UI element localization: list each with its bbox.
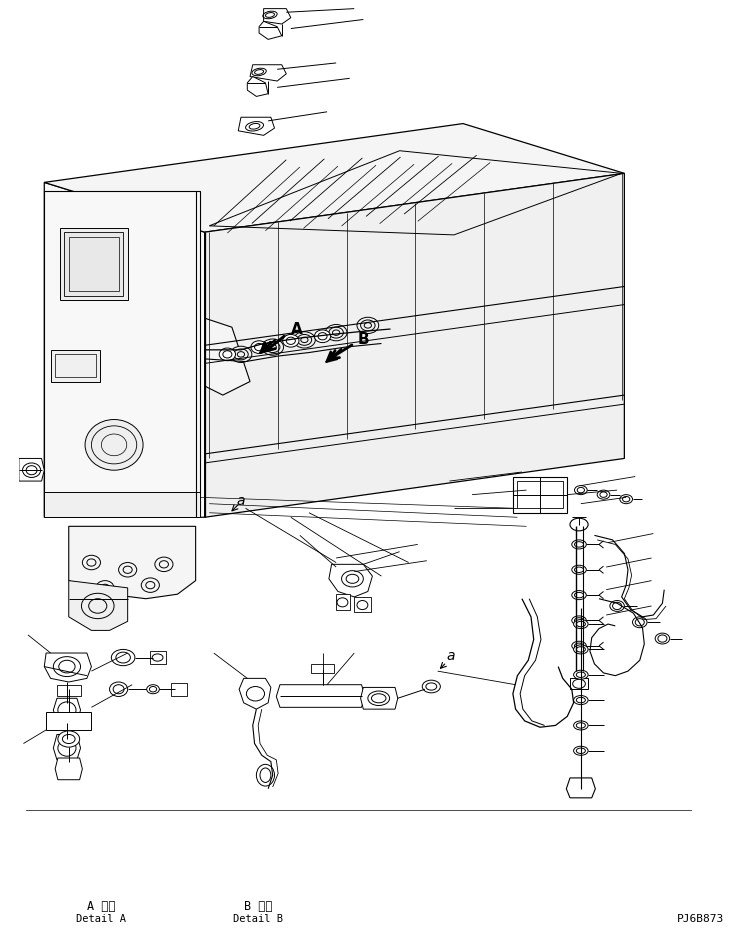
Ellipse shape [256,764,274,786]
Polygon shape [238,118,274,136]
Polygon shape [57,685,81,696]
Ellipse shape [22,463,40,477]
Text: a: a [446,649,455,663]
Ellipse shape [632,616,647,628]
Polygon shape [151,651,166,664]
Ellipse shape [571,616,586,625]
Polygon shape [172,683,187,695]
Polygon shape [247,76,268,96]
Ellipse shape [574,746,588,756]
Polygon shape [354,597,371,613]
Text: a: a [237,494,245,508]
Text: Detail B: Detail B [234,914,283,924]
Polygon shape [19,458,44,481]
Polygon shape [264,8,291,24]
Polygon shape [46,711,91,730]
Ellipse shape [368,691,389,706]
Text: Detail A: Detail A [76,914,126,924]
Ellipse shape [109,682,127,696]
Ellipse shape [574,645,588,654]
Polygon shape [250,65,286,81]
Polygon shape [239,678,271,710]
Ellipse shape [574,721,588,730]
Polygon shape [259,22,282,40]
Bar [51,350,100,381]
Ellipse shape [53,657,81,677]
Ellipse shape [230,346,252,362]
Ellipse shape [58,731,79,747]
Polygon shape [360,688,398,710]
Bar [64,232,123,295]
Polygon shape [69,526,195,598]
Ellipse shape [85,420,143,470]
Polygon shape [204,173,625,518]
Polygon shape [570,678,588,689]
Polygon shape [53,735,81,759]
Polygon shape [336,594,350,610]
Ellipse shape [574,619,588,629]
Text: A 詳細: A 詳細 [87,900,115,913]
Bar [55,355,96,377]
Ellipse shape [262,339,284,356]
Polygon shape [55,758,82,780]
Ellipse shape [597,490,610,499]
Ellipse shape [574,695,588,705]
Ellipse shape [620,495,632,503]
Polygon shape [311,664,334,673]
Bar [518,481,562,508]
Ellipse shape [570,518,588,531]
Ellipse shape [571,591,586,599]
Ellipse shape [574,670,588,679]
Ellipse shape [571,566,586,574]
Ellipse shape [219,348,235,360]
Polygon shape [204,318,250,395]
Polygon shape [276,685,365,708]
Ellipse shape [325,325,347,341]
Text: B 詳細: B 詳細 [244,900,273,913]
Polygon shape [69,581,127,630]
Polygon shape [53,698,81,723]
Polygon shape [566,778,595,798]
Ellipse shape [655,633,670,644]
Polygon shape [329,565,372,597]
Ellipse shape [282,334,299,347]
Bar [513,476,567,513]
Ellipse shape [315,330,331,343]
Ellipse shape [610,600,625,612]
Polygon shape [44,123,625,232]
Ellipse shape [294,332,315,348]
Ellipse shape [571,540,586,549]
Bar [60,228,127,300]
Text: A: A [291,322,303,337]
Polygon shape [44,183,204,518]
Ellipse shape [574,486,587,495]
Ellipse shape [357,317,379,333]
Ellipse shape [422,680,440,693]
Polygon shape [44,653,91,682]
Polygon shape [44,492,200,518]
Bar [69,237,118,291]
Ellipse shape [147,685,160,694]
Polygon shape [44,191,200,513]
Text: PJ6B873: PJ6B873 [676,914,724,924]
Text: B: B [358,332,369,347]
Ellipse shape [251,341,267,354]
Ellipse shape [112,649,135,665]
Ellipse shape [571,641,586,650]
